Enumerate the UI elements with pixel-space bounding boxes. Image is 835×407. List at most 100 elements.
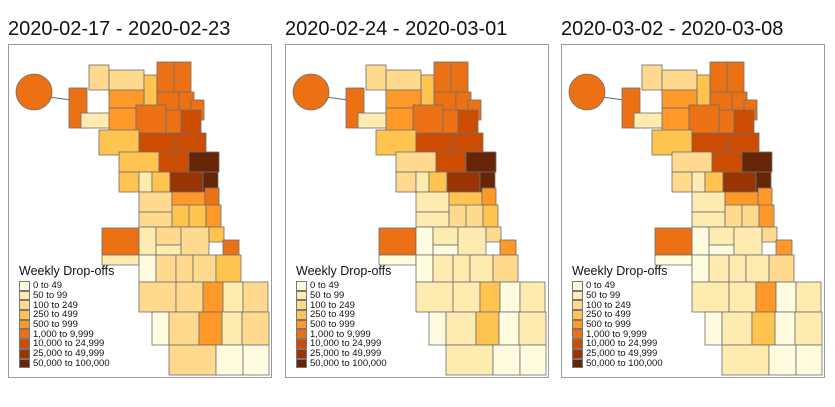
community-area xyxy=(751,311,776,346)
community-area xyxy=(745,254,770,283)
legend-title: Weekly Drop-offs xyxy=(296,264,392,278)
legend-item: 500 to 999 xyxy=(572,319,667,330)
panel-title-3: 2020-03-02 - 2020-03-08 xyxy=(561,18,784,40)
community-area xyxy=(395,151,437,173)
community-area xyxy=(292,73,330,111)
community-area xyxy=(482,204,499,228)
community-area xyxy=(435,151,467,173)
community-area xyxy=(794,311,823,346)
legend-item: 1,000 to 9,999 xyxy=(296,328,391,340)
panel-title-2: 2020-02-24 - 2020-03-01 xyxy=(285,18,508,40)
legend-item: 250 to 499 xyxy=(19,309,114,321)
community-area xyxy=(445,344,494,376)
community-area xyxy=(691,211,726,228)
legend-swatch xyxy=(296,329,307,340)
community-area xyxy=(118,171,140,193)
choropleth-map xyxy=(568,61,823,376)
community-area xyxy=(395,171,417,193)
legend-item: 0 to 49 xyxy=(296,280,391,291)
community-area xyxy=(726,61,745,93)
community-area xyxy=(415,254,434,283)
legend-swatch xyxy=(572,290,583,301)
community-area xyxy=(138,226,157,256)
community-area xyxy=(151,171,171,193)
legend-label: 1,000 to 9,999 xyxy=(33,328,94,340)
legend-item: 50,000 to 100,000 xyxy=(296,358,391,369)
map-panel-3: Weekly Drop-offs 0 to 49 50 to 99 100 to 24… xyxy=(561,44,825,378)
legend-label: 1,000 to 9,999 xyxy=(586,328,647,340)
community-area xyxy=(452,132,484,154)
legend-swatch xyxy=(19,319,30,330)
community-area xyxy=(498,311,520,346)
legend-label: 10,000 to 24,999 xyxy=(310,338,382,350)
legend-label: 25,000 to 49,999 xyxy=(310,348,382,360)
legend-swatch xyxy=(572,348,583,359)
community-area xyxy=(198,311,223,346)
legend-swatch xyxy=(572,329,583,340)
community-area xyxy=(415,132,454,154)
legend-item: 500 to 999 xyxy=(296,319,391,330)
community-area xyxy=(138,191,173,213)
legend-item: 10,000 to 24,999 xyxy=(572,338,667,349)
legend-item: 50 to 99 xyxy=(296,290,391,301)
legend-item: 10,000 to 24,999 xyxy=(19,338,114,349)
legend-item: 25,000 to 49,999 xyxy=(19,348,114,359)
community-area xyxy=(428,171,448,193)
community-area xyxy=(768,344,797,376)
legend-swatch xyxy=(19,329,30,340)
legend-label: 25,000 to 49,999 xyxy=(586,348,658,360)
legend-item: 0 to 49 xyxy=(572,280,667,291)
legend-title: Weekly Drop-offs xyxy=(19,264,115,278)
legend-label: 1,000 to 9,999 xyxy=(310,328,371,340)
community-area xyxy=(155,254,177,283)
legend: Weekly Drop-offs 0 to 49 50 to 99 100 to 24… xyxy=(19,264,115,369)
community-area xyxy=(728,254,747,283)
legend-swatch xyxy=(572,281,583,291)
community-area xyxy=(202,281,224,313)
community-area xyxy=(242,344,270,376)
community-area xyxy=(222,281,244,313)
community-area xyxy=(718,109,735,136)
community-area xyxy=(433,61,452,93)
community-area xyxy=(432,226,459,246)
legend-item: 50 to 99 xyxy=(19,290,114,301)
community-area xyxy=(175,281,204,313)
community-area xyxy=(165,109,182,136)
community-area xyxy=(156,61,175,93)
legend-swatch xyxy=(296,358,307,369)
community-area xyxy=(768,254,795,283)
community-area xyxy=(741,151,773,173)
community-area xyxy=(446,171,481,196)
community-area xyxy=(479,281,501,313)
legend-label: 0 to 49 xyxy=(33,280,63,292)
legend-swatch xyxy=(296,348,307,359)
community-area xyxy=(704,171,724,193)
community-area xyxy=(171,204,190,228)
legend-item: 100 to 249 xyxy=(19,300,114,311)
community-area xyxy=(721,344,770,376)
community-area xyxy=(365,64,387,91)
legend-item: 50 to 99 xyxy=(572,290,667,301)
legend-label: 250 to 499 xyxy=(33,309,78,321)
legend-item: 50,000 to 100,000 xyxy=(572,358,667,369)
legend-swatch xyxy=(296,290,307,301)
community-area xyxy=(709,61,728,93)
community-area xyxy=(568,73,606,111)
community-area xyxy=(168,344,217,376)
legend-item: 10,000 to 24,999 xyxy=(296,338,391,350)
community-area xyxy=(135,104,167,136)
community-area xyxy=(469,254,494,283)
legend: Weekly Drop-offs 0 to 49 50 to 99 100 to 24… xyxy=(296,264,392,369)
community-area xyxy=(721,311,753,346)
community-area xyxy=(445,311,477,346)
community-area xyxy=(205,204,222,228)
community-area xyxy=(138,132,177,154)
choropleth-map xyxy=(15,61,270,376)
legend-label: 100 to 249 xyxy=(586,299,631,311)
community-area xyxy=(208,226,225,243)
legend-swatch xyxy=(572,310,583,320)
community-area xyxy=(138,211,173,228)
community-area xyxy=(415,211,450,228)
legend: Weekly Drop-offs 0 to 49 50 to 99 100 to 24… xyxy=(572,264,667,369)
community-area xyxy=(155,244,182,256)
